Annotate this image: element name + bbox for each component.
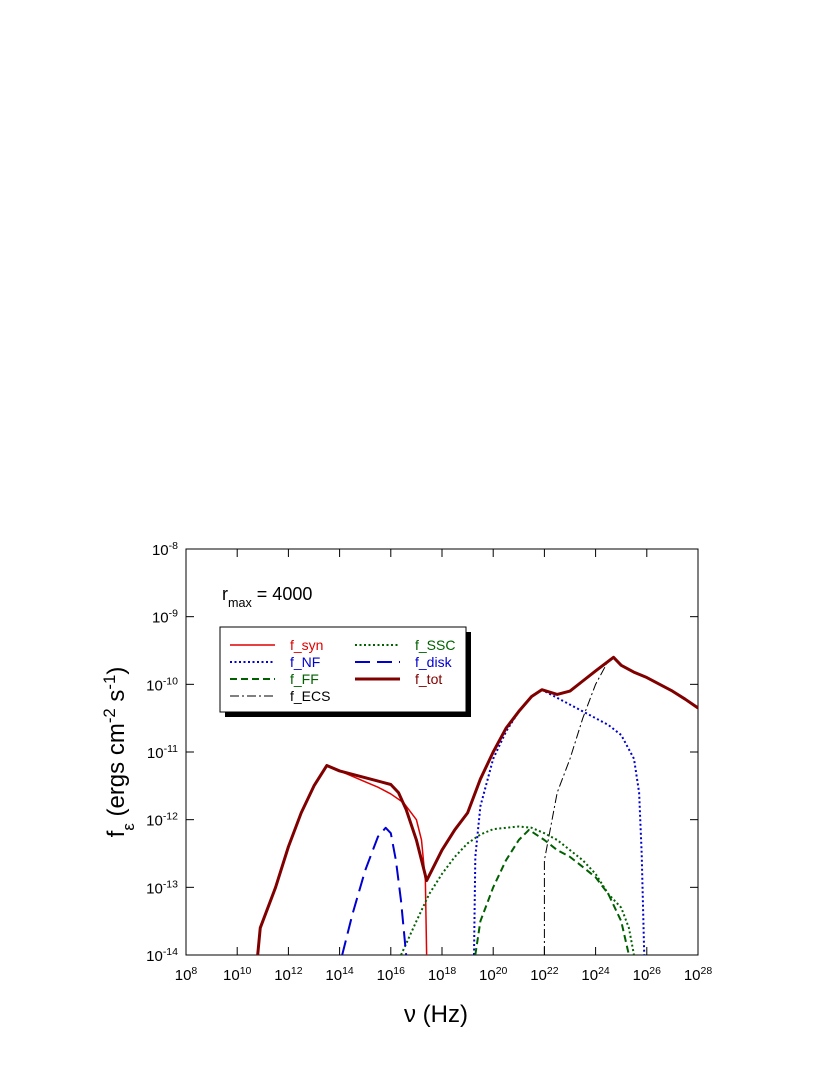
x-tick-label: 1016 xyxy=(377,965,406,984)
legend-label: f_tot xyxy=(415,671,442,687)
series-line xyxy=(473,688,646,955)
y-tick-label: 10-9 xyxy=(152,608,178,627)
x-tick-label: 1014 xyxy=(325,965,354,984)
y-tick-label: 10-14 xyxy=(146,946,178,965)
legend-label: f_ECS xyxy=(290,688,330,704)
legend-label: f_NF xyxy=(290,654,320,670)
y-tick-label: 10-12 xyxy=(146,811,178,830)
y-tick-label: 10-11 xyxy=(147,743,178,762)
x-tick-label: 1012 xyxy=(274,965,303,984)
legend-label: f_FF xyxy=(290,671,319,687)
series-line xyxy=(474,828,630,955)
x-tick-label: 1018 xyxy=(428,965,457,984)
series-line xyxy=(341,826,408,955)
y-tick-label: 10-10 xyxy=(146,675,178,694)
legend-box xyxy=(219,626,467,713)
x-axis-label: ν (Hz) xyxy=(404,1001,468,1028)
legend-label: f_disk xyxy=(415,654,453,670)
x-tick-label: 1020 xyxy=(479,965,508,984)
x-tick-label: 1028 xyxy=(684,965,713,984)
x-tick-label: 108 xyxy=(175,965,198,984)
x-tick-label: 1024 xyxy=(581,965,610,984)
series-line xyxy=(400,825,635,955)
annotation: rmax = 4000 xyxy=(222,584,312,610)
x-tick-label: 1026 xyxy=(633,965,662,984)
series-line xyxy=(256,655,698,955)
legend-label: f_syn xyxy=(290,637,323,653)
y-axis-label: fε (ergs cm-2 s-1) xyxy=(100,667,138,838)
y-tick-label: 10-13 xyxy=(146,878,178,897)
plot-frame xyxy=(185,548,699,956)
legend-label: f_SSC xyxy=(415,637,455,653)
x-tick-label: 1022 xyxy=(530,965,559,984)
series-line xyxy=(543,656,698,955)
y-tick-label: 10-8 xyxy=(152,540,178,559)
x-tick-label: 1010 xyxy=(223,965,252,984)
curves xyxy=(256,655,698,955)
